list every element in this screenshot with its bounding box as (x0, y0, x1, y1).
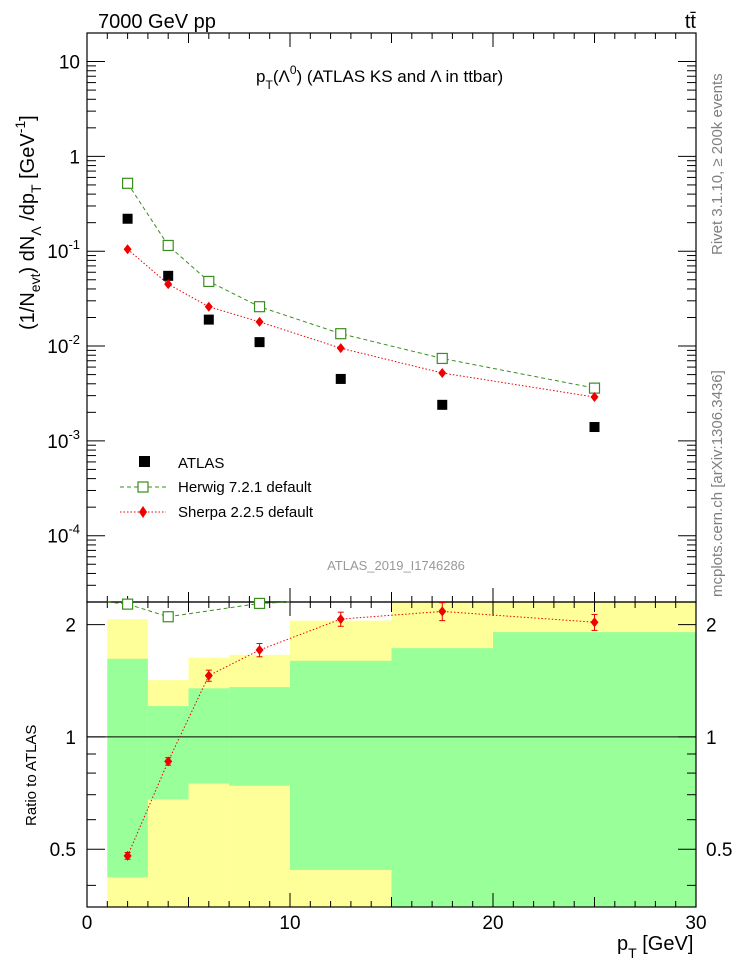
x-tick-label: 0 (82, 913, 93, 934)
main-y-tick-label: 10-3 (47, 427, 80, 453)
x-tick-label: 10 (279, 913, 300, 934)
main-y-tick-label: 1 (69, 147, 80, 168)
herwig-ratio-point (162, 611, 174, 623)
sherpa-ratio-point (336, 614, 345, 625)
main-y-tick-label: 10-4 (47, 522, 80, 548)
main-y-tick-label: 10 (59, 53, 80, 74)
herwig-ratio-point (121, 598, 134, 610)
inner-band-bin (229, 687, 290, 786)
main-y-axis-title: (1/Nevt) dNΛ /dpT [GeV-1] (12, 115, 44, 330)
herwig-data-point (121, 177, 134, 189)
ratio-y-tick-label-right: 2 (706, 616, 717, 637)
x-tick-label: 30 (685, 913, 706, 934)
inner-band-bin (107, 658, 148, 878)
herwig-ratio-point (253, 597, 266, 610)
sherpa-data-point (336, 343, 345, 354)
herwig-data-point (588, 382, 601, 394)
inner-band-bin (391, 648, 493, 907)
sherpa-data-point (204, 301, 213, 312)
atlas-data-point (437, 399, 448, 410)
herwig-data-point (162, 239, 174, 252)
inner-band-bin (188, 688, 230, 784)
atlas-data-point (254, 337, 265, 348)
main-y-tick-label: 10-2 (47, 332, 80, 358)
legend-herwig-label: Herwig 7.2.1 default (178, 479, 312, 496)
axis-ticks: 0 10 20 30 10-4 10-3 10-2 10-1 1 10 0.5 0.5 1 1 2 2 (47, 32, 732, 934)
legend-atlas-label: ATLAS (178, 455, 224, 472)
sherpa-ratio-point (438, 606, 447, 617)
header-left-label: 7000 GeV pp (98, 11, 216, 33)
inner-band-bin (147, 706, 189, 800)
series-markers (121, 177, 601, 861)
legend: ATLAS Herwig 7.2.1 default Sherpa 2.2.5 … (120, 455, 314, 521)
svg-text:pT(Λ0) (ATLAS KS and Λ in ttba: pT(Λ0) (ATLAS KS and Λ in ttbar) (256, 63, 503, 92)
sherpa-data-point (438, 367, 447, 378)
atlas-data-point (589, 422, 600, 433)
ratio-uncertainty-bands (87, 602, 696, 907)
ratio-y-tick-label: 1 (65, 728, 76, 749)
ratio-y-tick-label: 2 (65, 616, 76, 637)
sherpa-ratio-point (164, 756, 173, 767)
rivet-version-note: Rivet 3.1.10, ≥ 200k events (709, 73, 726, 255)
legend-herwig-marker (137, 481, 149, 493)
inner-band-bin (290, 660, 392, 870)
mcplots-reference-note: mcplots.cern.ch [arXiv:1306.3436] (709, 370, 726, 597)
ratio-y-tick-label-right: 0.5 (706, 840, 732, 861)
inner-band-bin (493, 632, 696, 907)
ratio-y-tick-label-right: 1 (706, 728, 717, 749)
analysis-id-label: ATLAS_2019_I1746286 (327, 558, 465, 573)
ratio-y-axis-title: Ratio to ATLAS (23, 725, 40, 826)
sherpa-ratio-point (204, 670, 213, 681)
x-axis-title: pT [GeV] (617, 933, 693, 961)
main-y-tick-label: 10-1 (47, 237, 80, 263)
sherpa-ratio-point (123, 850, 132, 861)
sherpa-data-point (123, 244, 132, 255)
main-plot-title: pT(Λ0) (ATLAS KS and Λ in ttbar) (256, 63, 503, 92)
herwig-data-point (335, 328, 347, 340)
header-right-label: tt̄ (685, 11, 697, 33)
legend-atlas-marker (139, 456, 150, 467)
atlas-data-point (163, 270, 174, 281)
x-tick-label: 20 (482, 913, 503, 934)
sherpa-data-point (164, 279, 173, 290)
atlas-data-point (203, 314, 214, 325)
atlas-data-point (122, 213, 133, 224)
herwig-data-point (436, 352, 448, 365)
herwig-data-point (203, 275, 215, 288)
ratio-y-tick-label: 0.5 (50, 840, 76, 861)
atlas-data-point (335, 373, 346, 384)
sherpa-data-point (590, 392, 599, 403)
legend-sherpa-label: Sherpa 2.2.5 default (178, 504, 314, 521)
sherpa-ratio-point (255, 645, 264, 656)
svg-text:pT [GeV]: pT [GeV] (617, 933, 693, 961)
svg-text:(1/Nevt) dNΛ /dpT [GeV-1]: (1/Nevt) dNΛ /dpT [GeV-1] (12, 115, 44, 330)
sherpa-data-point (255, 316, 264, 327)
sherpa-ratio-point (590, 617, 599, 628)
legend-sherpa-marker (139, 506, 147, 518)
herwig-series-line (127, 183, 595, 389)
herwig-data-point (253, 301, 266, 313)
